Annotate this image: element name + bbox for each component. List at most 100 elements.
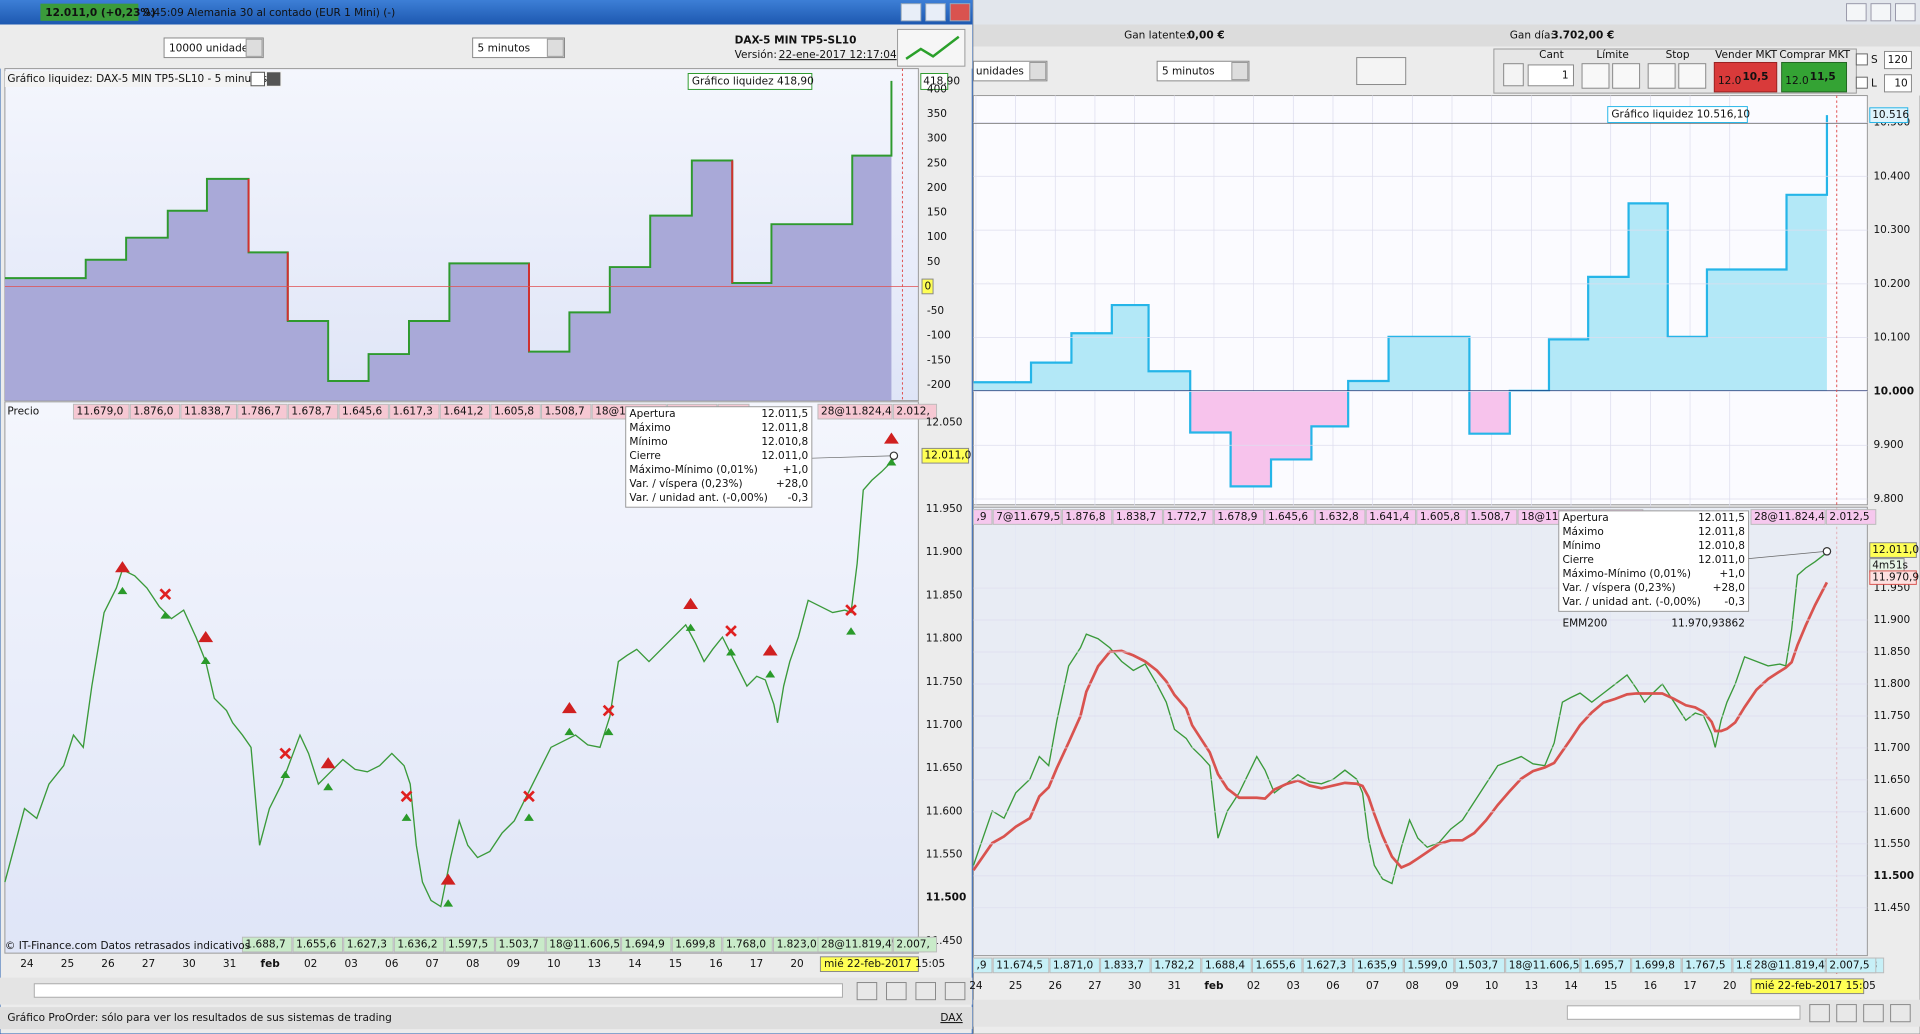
trade-strip-text: 1.636,2 (397, 939, 437, 951)
units-text: unidades (976, 66, 1024, 78)
zoom-button[interactable] (1809, 1004, 1830, 1023)
trade-strip-item (72, 403, 130, 420)
ohlc-value: 12.011,8 (761, 422, 808, 434)
trade-strip-item (1213, 509, 1265, 525)
zoom-button[interactable] (944, 982, 966, 1001)
equity-tick: 250 (927, 157, 947, 169)
right-price-tick: 11.750 (1873, 710, 1910, 722)
trade-marker (762, 644, 778, 656)
x-axis-label: 06 (385, 958, 399, 970)
trade-marker (400, 790, 413, 803)
trade-strip-item (338, 403, 389, 420)
trade-strip-text: 1.617,3 (393, 406, 433, 418)
sell-big: 10,5 (1742, 71, 1768, 83)
last-date-box (819, 956, 919, 973)
trade-strip-item (1750, 509, 1826, 525)
ema-value: 11.970,93862 (1671, 618, 1745, 630)
scroll-track[interactable] (33, 983, 843, 998)
trade-strip-item (1163, 509, 1214, 525)
x-axis-label: 31 (1168, 980, 1181, 992)
qty-value: 1 (1562, 69, 1569, 81)
units-select[interactable] (163, 37, 264, 59)
x-axis-label: 16 (709, 958, 723, 970)
zoom-button[interactable] (886, 982, 907, 1001)
x-axis-label: 08 (466, 958, 479, 970)
trade-strip-item (992, 957, 1050, 974)
trade-strip-text: 1.605,8 (1420, 511, 1460, 523)
price-tick: 11.650 (926, 762, 963, 774)
window-button[interactable] (900, 3, 922, 22)
footer-link: DAX (940, 1012, 962, 1024)
settings-button[interactable] (1503, 63, 1524, 87)
s-input[interactable] (1884, 50, 1912, 70)
trade-strip-text: 1.508,7 (1470, 511, 1510, 523)
x-axis-label: 24 (20, 958, 34, 970)
ema-label: EMM200 (1562, 618, 1607, 630)
equity-tick: 300 (927, 133, 947, 145)
interval-select[interactable] (1156, 60, 1250, 82)
trade-marker (160, 611, 171, 619)
sell-button[interactable] (1713, 61, 1778, 93)
l-input[interactable] (1884, 74, 1912, 93)
strategy-icon[interactable] (897, 28, 966, 67)
trade-strip-item (1416, 509, 1467, 525)
equity-header-close (266, 72, 281, 86)
trade-marker (726, 648, 736, 656)
order-type-button[interactable] (1612, 63, 1641, 89)
x-axis-label: 02 (1247, 980, 1260, 992)
order-type-button[interactable] (1581, 63, 1610, 89)
equity-header-bg (4, 71, 282, 87)
trade-strip-text: 1.876,8 (1065, 511, 1105, 523)
order-type-button[interactable] (1678, 63, 1707, 89)
right-equity-tick: 10.000 (1873, 385, 1914, 397)
trade-strip-text: 1.599,0 (1407, 959, 1447, 971)
window-button[interactable] (949, 3, 971, 22)
right-price-tick: 11.550 (1873, 838, 1910, 850)
trade-strip-item (892, 936, 938, 953)
interval-select[interactable] (472, 37, 565, 59)
trade-strip-item (1049, 957, 1100, 974)
ohlc-value: 12.011,5 (761, 408, 808, 420)
zoom-button[interactable] (915, 982, 937, 1001)
zero-tick-box (921, 278, 934, 295)
l-checkbox[interactable] (1855, 76, 1868, 89)
indicator-button[interactable] (1356, 57, 1407, 86)
trade-strip-text: ,9 (977, 511, 987, 523)
zoom-button[interactable] (1890, 1004, 1911, 1023)
zoom-button[interactable] (856, 982, 878, 1001)
buy-button[interactable] (1781, 61, 1848, 93)
right-price-last-box (1869, 542, 1917, 558)
right-price-tick: 11.600 (1873, 806, 1910, 818)
zoom-button[interactable] (1863, 1004, 1884, 1023)
x-axis-label: 03 (344, 958, 357, 970)
x-axis-label: 14 (1564, 980, 1578, 992)
window-button[interactable] (1846, 3, 1867, 22)
interval-arrow (1231, 61, 1249, 81)
trade-marker (602, 704, 615, 717)
trade-strip-item (992, 509, 1062, 525)
window-button[interactable] (1895, 3, 1916, 22)
trade-strip-text: 18@11.606,5 (549, 939, 620, 951)
price-tick: 11.600 (926, 805, 963, 817)
window-button[interactable] (1870, 3, 1892, 22)
trade-marker (440, 873, 456, 885)
right-price-tick: 11.650 (1873, 774, 1910, 786)
trade-strip-text: 1.627,3 (1306, 959, 1346, 971)
trade-marker (115, 561, 130, 573)
equity-header: Gráfico liquidez: DAX-5 MIN TP5-SL10 - 5… (7, 73, 267, 85)
zoom-button[interactable] (1836, 1004, 1857, 1023)
qty-input[interactable] (1527, 64, 1574, 87)
order-type-button[interactable] (1647, 63, 1676, 89)
buy-small: 12.0 (1785, 75, 1808, 87)
right-scroll-track[interactable] (1566, 1005, 1801, 1020)
price-tick: 11.750 (926, 676, 963, 688)
window-button[interactable] (925, 3, 946, 22)
units-select[interactable] (972, 60, 1048, 82)
x-axis-label: 24 (969, 980, 983, 992)
s-checkbox[interactable] (1855, 53, 1868, 66)
price-tick: 11.800 (926, 633, 963, 645)
trade-marker (886, 458, 897, 466)
sell-small: 12.0 (1718, 75, 1741, 87)
qty-label: Cant (1539, 49, 1564, 61)
